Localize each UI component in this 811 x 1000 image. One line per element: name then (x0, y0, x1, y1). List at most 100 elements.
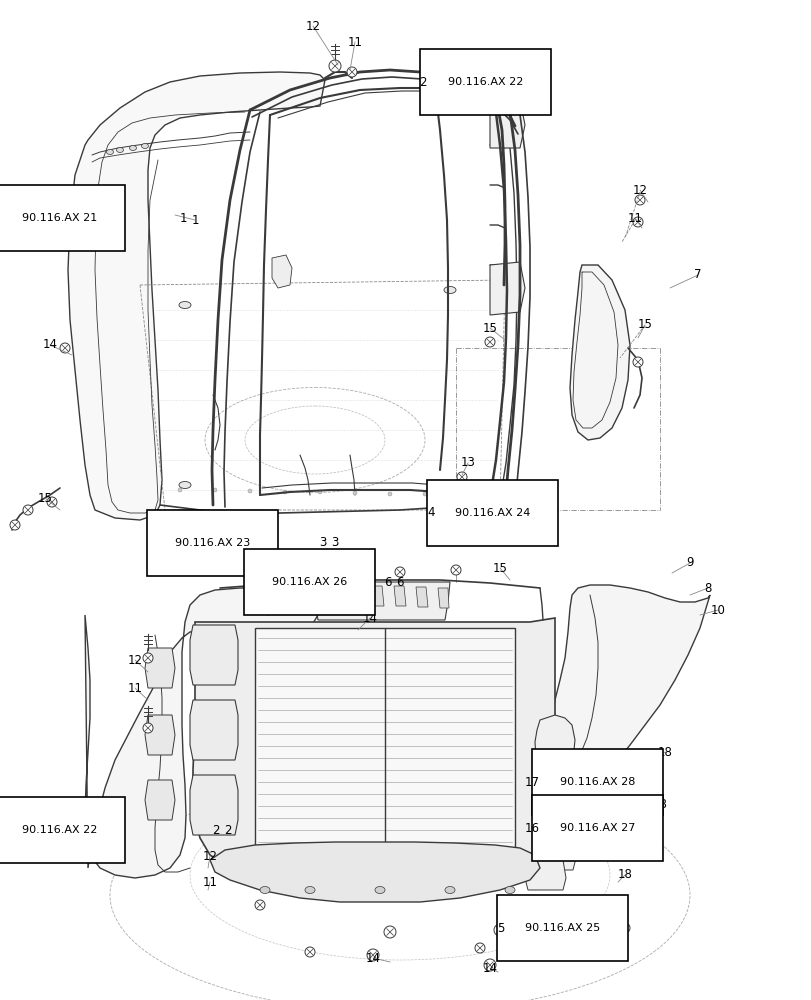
Text: 5: 5 (497, 922, 504, 934)
Ellipse shape (60, 343, 70, 353)
Ellipse shape (394, 567, 405, 577)
Text: 12: 12 (202, 850, 217, 862)
Text: 17: 17 (540, 776, 555, 788)
Text: 2: 2 (224, 824, 231, 836)
Text: 16: 16 (540, 822, 555, 834)
Text: 90.116.AX 24: 90.116.AX 24 (454, 508, 530, 518)
Ellipse shape (504, 886, 514, 894)
Text: 4: 4 (427, 506, 435, 520)
Ellipse shape (260, 886, 270, 894)
Text: 90.116.AX 23: 90.116.AX 23 (175, 538, 250, 548)
Polygon shape (534, 840, 575, 870)
Ellipse shape (444, 494, 456, 502)
Ellipse shape (143, 653, 152, 663)
Text: 11: 11 (347, 35, 362, 48)
Ellipse shape (450, 565, 461, 575)
Text: 90.116.AX 25: 90.116.AX 25 (525, 923, 599, 933)
Polygon shape (350, 588, 362, 608)
Ellipse shape (178, 488, 182, 492)
Text: 12: 12 (632, 184, 646, 196)
Ellipse shape (457, 472, 466, 482)
Polygon shape (145, 648, 175, 688)
Ellipse shape (305, 886, 315, 894)
Polygon shape (310, 582, 449, 620)
Text: 6: 6 (396, 576, 403, 588)
Text: 15: 15 (37, 491, 53, 504)
Ellipse shape (444, 286, 456, 294)
Ellipse shape (255, 900, 264, 910)
Text: 16: 16 (525, 822, 539, 834)
Ellipse shape (318, 490, 322, 494)
Ellipse shape (129, 145, 136, 150)
Text: 90.116.AX 27: 90.116.AX 27 (560, 823, 634, 833)
Polygon shape (534, 715, 574, 782)
Polygon shape (328, 590, 340, 610)
Text: 14: 14 (42, 338, 58, 352)
Ellipse shape (495, 925, 504, 935)
Ellipse shape (353, 491, 357, 495)
Polygon shape (210, 842, 539, 902)
Text: 14: 14 (365, 952, 380, 964)
Text: 11: 11 (627, 212, 642, 225)
Polygon shape (193, 618, 554, 878)
Text: 12: 12 (305, 19, 320, 32)
Text: 14: 14 (482, 962, 497, 974)
Polygon shape (190, 700, 238, 760)
Text: 3: 3 (331, 536, 338, 550)
Ellipse shape (423, 492, 427, 496)
Text: 17: 17 (525, 776, 539, 788)
Ellipse shape (328, 60, 341, 72)
Polygon shape (145, 780, 175, 820)
Ellipse shape (305, 947, 315, 957)
Text: 10: 10 (710, 603, 724, 616)
Text: 12: 12 (127, 654, 142, 666)
Text: 4: 4 (439, 506, 446, 520)
Polygon shape (145, 715, 175, 755)
Ellipse shape (346, 67, 357, 77)
Polygon shape (525, 860, 565, 890)
Text: 7: 7 (693, 268, 701, 282)
Text: 11: 11 (127, 682, 142, 694)
Text: 6: 6 (384, 576, 392, 588)
Text: 1: 1 (191, 214, 199, 227)
Ellipse shape (375, 886, 384, 894)
Polygon shape (371, 586, 384, 606)
Text: 3: 3 (320, 536, 327, 550)
Ellipse shape (633, 357, 642, 367)
Text: 90.116.AX 21: 90.116.AX 21 (22, 213, 97, 223)
Polygon shape (569, 265, 629, 440)
Polygon shape (393, 586, 406, 606)
Ellipse shape (212, 488, 217, 492)
Polygon shape (190, 625, 238, 685)
Text: 18: 18 (617, 868, 632, 882)
Ellipse shape (178, 482, 191, 488)
Text: 13: 13 (460, 456, 475, 470)
Polygon shape (415, 587, 427, 607)
Text: 90.116.AX 28: 90.116.AX 28 (560, 777, 634, 787)
Polygon shape (551, 585, 709, 780)
Text: 5: 5 (508, 922, 516, 934)
Ellipse shape (247, 489, 251, 493)
Ellipse shape (367, 949, 379, 961)
Ellipse shape (493, 924, 505, 936)
Text: 2: 2 (212, 824, 220, 836)
Polygon shape (437, 588, 448, 608)
Ellipse shape (384, 926, 396, 938)
Ellipse shape (444, 886, 454, 894)
Polygon shape (255, 628, 514, 865)
Text: 1: 1 (179, 212, 187, 225)
Text: 9: 9 (685, 556, 693, 570)
Text: 15: 15 (184, 526, 200, 540)
Text: 18: 18 (657, 746, 672, 758)
Text: 8: 8 (703, 582, 710, 594)
Polygon shape (272, 255, 292, 288)
Text: 90.116.AX 22: 90.116.AX 22 (22, 825, 97, 835)
Text: 11: 11 (202, 876, 217, 888)
Text: 2: 2 (419, 76, 427, 89)
Text: 15: 15 (637, 318, 651, 332)
Polygon shape (68, 72, 324, 520)
Polygon shape (190, 775, 238, 835)
Text: 90.116.AX 26: 90.116.AX 26 (272, 577, 347, 587)
Text: 15: 15 (492, 562, 507, 574)
Polygon shape (541, 815, 582, 845)
